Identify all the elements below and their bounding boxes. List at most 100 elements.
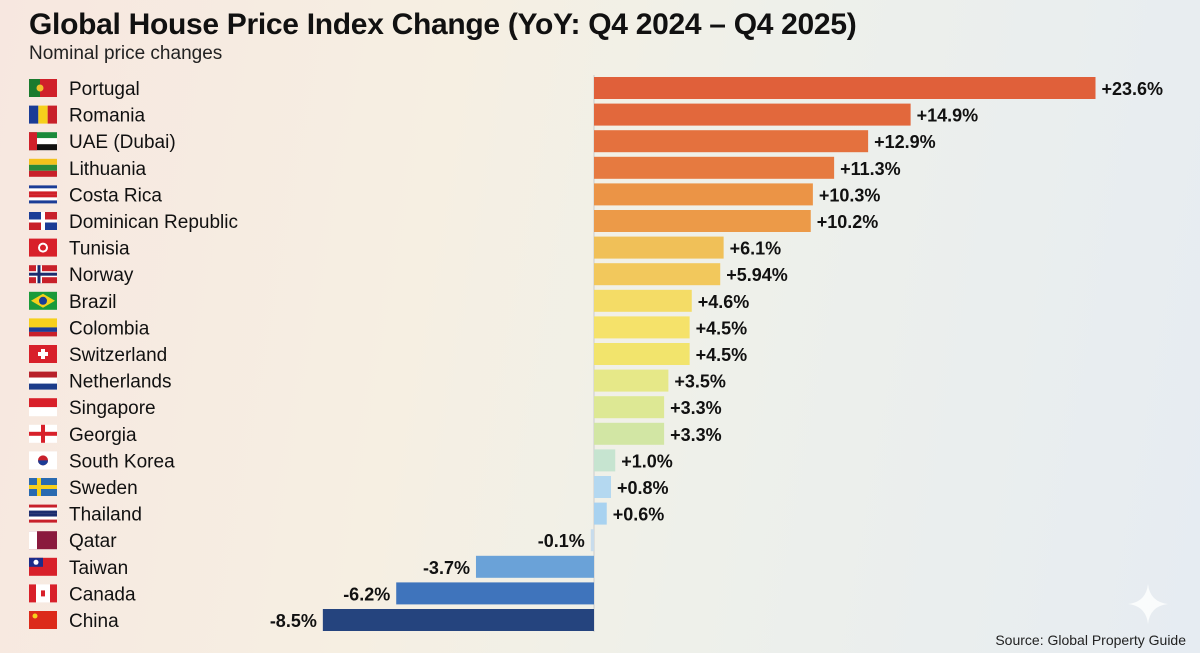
thailand-flag-icon [29,504,57,523]
bar-row: Portugal +23.6% [29,77,1163,100]
bar-row: Lithuania +11.3% [29,156,901,180]
colombia-flag-icon [29,318,57,337]
category-label: Brazil [69,292,117,313]
category-label: Thailand [69,505,142,526]
data-label: -8.5% [270,611,317,631]
bar [594,77,1096,99]
data-label: +5.94% [726,265,788,285]
sweden-flag-icon [29,478,57,496]
data-label: +3.5% [674,372,726,392]
data-label: +3.3% [670,425,722,445]
bar-row: Singapore +3.3% [29,396,722,419]
category-label: Dominican Republic [69,212,238,233]
bar-row: Switzerland +4.5% [29,343,747,366]
chart-title: Global House Price Index Change (YoY: Q4… [29,8,857,41]
bar [322,609,594,631]
switzerland-flag-icon [29,345,57,363]
data-label: +4.5% [696,318,748,338]
chart-subtitle: Nominal price changes [29,43,223,64]
category-label: Qatar [69,531,117,552]
bar-row: Taiwan -3.7% [29,555,594,579]
data-label: +6.1% [730,239,782,259]
bar-row: Sweden +0.8% [29,476,669,499]
data-label: +0.8% [617,478,669,498]
category-label: Switzerland [69,345,167,366]
bar [594,183,813,206]
data-label: -3.7% [423,558,470,578]
qatar-flag-icon [29,531,57,550]
category-label: Canada [69,584,136,605]
bar [594,476,611,498]
uae-flag-icon [29,132,57,151]
norway-flag-icon [29,265,57,284]
data-label: -0.1% [538,531,585,551]
sparkle-icon [1128,584,1168,624]
taiwan-flag-icon [29,557,57,576]
category-label: Taiwan [69,558,128,579]
category-label: South Korea [69,451,175,472]
bar [594,422,665,445]
data-label: +12.9% [874,132,936,152]
category-label: Netherlands [69,372,171,393]
category-label: Colombia [69,318,150,339]
category-label: Portugal [69,79,140,100]
category-label: China [69,611,119,632]
data-label: +1.0% [621,451,673,471]
category-label: Romania [69,106,145,127]
bar [594,502,607,525]
category-label: UAE (Dubai) [69,132,176,153]
bar-row: Romania +14.9% [29,103,979,127]
bar-row: Dominican Republic +10.2% [29,210,878,233]
data-label: +14.9% [917,106,979,126]
data-label: +11.3% [840,159,901,179]
bar-row: Costa Rica +10.3% [29,183,880,206]
data-label: +23.6% [1102,79,1164,99]
georgia-flag-icon [29,424,57,443]
data-label: +10.2% [817,212,879,232]
category-label: Lithuania [69,159,147,180]
bar-row: China -8.5% [29,609,594,632]
singapore-flag-icon [29,398,57,417]
category-label: Sweden [69,478,138,499]
south-korea-flag-icon [29,451,57,470]
bar [594,236,724,259]
category-label: Costa Rica [69,185,162,206]
bar-row: Thailand +0.6% [29,502,665,526]
bar-row: Norway +5.94% [29,263,788,286]
data-label: +4.5% [696,345,748,365]
portugal-flag-icon [29,79,57,97]
data-label: -6.2% [343,584,390,604]
romania-flag-icon [29,105,57,124]
data-label: +0.6% [613,505,665,525]
bar [594,103,911,126]
data-label: +10.3% [819,185,881,205]
bar [594,343,690,365]
bar-row: Canada -6.2% [29,582,594,605]
data-label: +3.3% [670,398,722,418]
bar [590,529,594,552]
tunisia-flag-icon [29,238,57,257]
bar [594,156,835,179]
china-flag-icon [29,611,57,629]
category-label: Singapore [69,398,156,419]
bar-row: UAE (Dubai) +12.9% [29,130,936,153]
source-note: Source: Global Property Guide [995,632,1186,648]
bar [396,582,594,605]
bar-row: Georgia +3.3% [29,422,722,446]
bar-row: South Korea +1.0% [29,449,673,472]
bar-row: Qatar -0.1% [29,529,594,552]
bar-row: Brazil +4.6% [29,289,750,313]
bar [594,263,721,286]
bar-row: Netherlands +3.5% [29,369,726,393]
lithuania-flag-icon [29,158,57,177]
bar [594,289,692,312]
brazil-flag-icon [29,291,57,310]
canada-flag-icon [29,584,57,603]
bar-row: Colombia +4.5% [29,316,747,339]
bar [594,396,665,419]
bar [475,555,594,578]
data-label: +4.6% [698,292,750,312]
bar [594,316,690,339]
category-label: Georgia [69,425,137,446]
